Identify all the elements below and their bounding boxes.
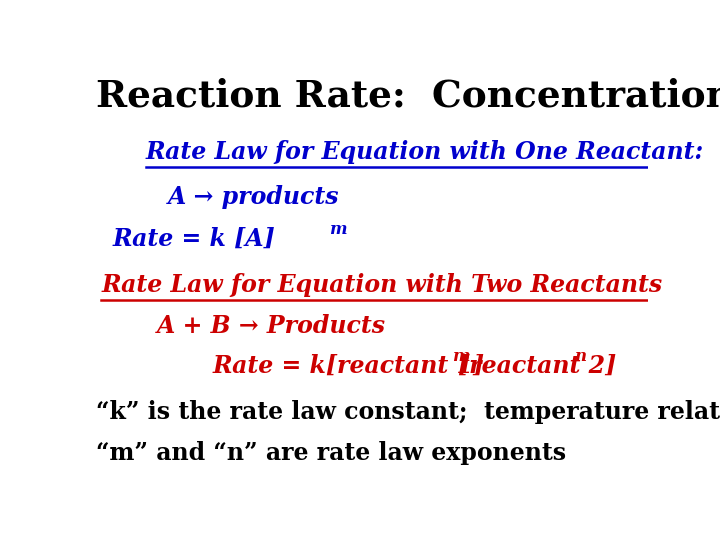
Text: Rate Law for Equation with Two Reactants: Rate Law for Equation with Two Reactants xyxy=(101,273,662,296)
Text: Rate = k [A]: Rate = k [A] xyxy=(112,227,275,251)
Text: “m” and “n” are rate law exponents: “m” and “n” are rate law exponents xyxy=(96,441,566,465)
Text: A → products: A → products xyxy=(168,185,340,210)
Text: Rate = k[reactant 1]: Rate = k[reactant 1] xyxy=(213,354,485,378)
Text: m: m xyxy=(451,348,469,364)
Text: m: m xyxy=(329,221,346,238)
Text: “k” is the rate law constant;  temperature related: “k” is the rate law constant; temperatur… xyxy=(96,400,720,423)
Text: n: n xyxy=(575,348,587,364)
Text: Reaction Rate:  Concentration-Rate Law: Reaction Rate: Concentration-Rate Law xyxy=(96,77,720,114)
Text: Rate Law for Equation with One Reactant:: Rate Law for Equation with One Reactant: xyxy=(145,140,704,164)
Text: [reactant 2]: [reactant 2] xyxy=(459,354,616,378)
Text: A + B → Products: A + B → Products xyxy=(157,314,386,338)
